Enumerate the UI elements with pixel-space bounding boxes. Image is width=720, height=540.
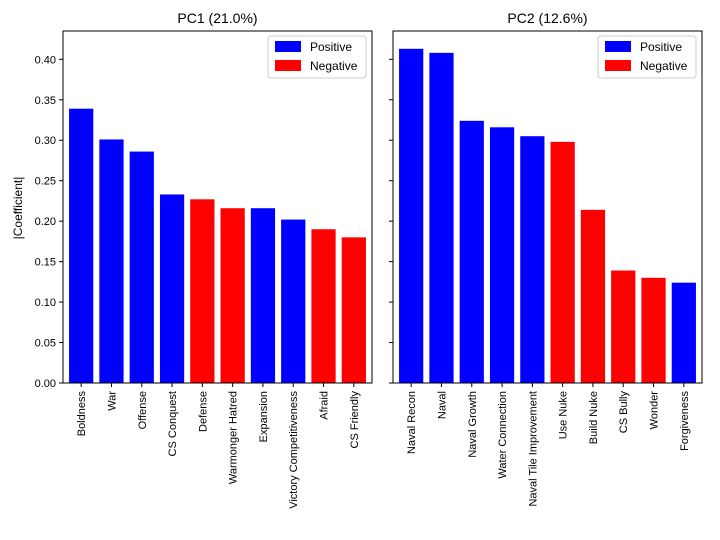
pc1-y-tick-label-0: 0.00 <box>35 378 56 390</box>
pc2-x-tick-label-7: CS Bully <box>618 391 630 434</box>
pc2-panel: PC2 (12.6%) Naval Recon Naval Naval Growth… <box>389 10 703 507</box>
pc1-x-tick-label-1: War <box>106 391 118 411</box>
pc2-legend-negative-label: Negative <box>640 59 688 73</box>
pc2-bar-3 <box>489 127 515 383</box>
y-axis-label: |Coefficient| <box>11 177 25 240</box>
pc1-y-tick-label-4: 0.20 <box>35 216 56 228</box>
pc1-bar-2 <box>129 151 154 383</box>
pc2-title: PC2 (12.6%) <box>507 10 587 26</box>
pc1-x-tick-label-9: CS Friendly <box>349 391 361 449</box>
pc1-x-tick-label-0: Boldness <box>76 391 88 437</box>
pc1-x-tick-label-6: Expansion <box>258 391 270 442</box>
pc1-y-tick-label-6: 0.30 <box>35 135 56 147</box>
pc1-y-tick-label-2: 0.10 <box>35 297 56 309</box>
pc2-x-tick-label-6: Build Nuke <box>588 391 600 444</box>
pc1-title: PC1 (21.0%) <box>177 10 257 26</box>
pc1-legend-negative-swatch <box>275 60 301 71</box>
pc2-x-tick-label-3: Water Connection <box>497 391 509 479</box>
pc1-x-tick-label-7: Victory Competitiveness <box>288 391 300 509</box>
pc1-bar-6 <box>250 208 276 383</box>
pc2-bar-2 <box>459 120 484 384</box>
pc1-bar-0 <box>69 108 94 383</box>
pc2-x-tick-label-1: Naval <box>436 391 448 419</box>
pc1-legend-positive-swatch <box>275 41 301 52</box>
pc1-y-ticks: 0.00 0.05 0.10 0.15 0.20 0.25 0.30 0.35 0.40 <box>35 54 63 390</box>
pc2-legend: Positive Negative <box>597 35 697 79</box>
pc2-x-tick-label-9: Forgiveness <box>679 391 691 451</box>
pc1-legend-positive-label: Positive <box>310 40 352 54</box>
pc2-bar-4 <box>520 136 545 383</box>
pc1-y-tick-label-1: 0.05 <box>35 338 56 350</box>
pc2-legend-positive-label: Positive <box>640 40 682 54</box>
pc1-x-tick-label-8: Afraid <box>319 391 331 420</box>
pc2-x-tick-label-4: Naval Tile Improvement <box>527 391 539 507</box>
pc2-frame <box>392 30 703 384</box>
pc2-bar-9 <box>671 282 696 383</box>
pc2-legend-positive-swatch <box>605 41 631 52</box>
pc2-x-tick-label-2: Naval Growth <box>467 391 479 458</box>
pc1-x-tick-label-2: Offense <box>137 391 149 429</box>
pc2-bar-1 <box>429 52 454 384</box>
pc1-bars <box>69 108 366 383</box>
pc2-x-tick-label-8: Wonder <box>649 391 661 430</box>
pc1-y-tick-label-7: 0.35 <box>35 95 56 107</box>
pc1-bar-7 <box>281 219 306 383</box>
pc1-bar-3 <box>159 194 185 383</box>
pc1-legend: Positive Negative <box>267 35 367 79</box>
pc1-x-tick-label-5: Warmonger Hatred <box>228 391 240 484</box>
pc2-bars <box>399 48 696 384</box>
pc2-bar-8 <box>641 277 666 383</box>
pc2-legend-negative-swatch <box>605 60 631 71</box>
pc1-bar-1 <box>99 139 124 383</box>
pc1-bar-4 <box>190 199 215 383</box>
pc2-y-ticks <box>389 58 393 384</box>
pc1-panel: PC1 (21.0%) 0.00 0.05 0.10 0.15 0.20 0.25 0.30… <box>35 10 373 509</box>
pc1-x-ticks: Boldness War Offense CS Conquest Defense Warm… <box>76 383 361 509</box>
pc1-x-tick-label-3: CS Conquest <box>167 391 179 456</box>
pc2-bar-5 <box>550 141 575 383</box>
pc1-y-tick-label-8: 0.40 <box>35 54 56 66</box>
pc1-y-tick-label-3: 0.15 <box>35 257 56 269</box>
pc1-bar-9 <box>341 237 366 383</box>
pc2-x-ticks: Naval Recon Naval Naval Growth Water Connec… <box>406 383 691 507</box>
pc2-x-tick-label-0: Naval Recon <box>406 391 418 454</box>
pc2-x-tick-label-5: Use Nuke <box>558 391 570 439</box>
pc1-bar-8 <box>311 229 336 383</box>
pc1-bar-5 <box>220 208 245 383</box>
pc1-legend-negative-label: Negative <box>310 59 358 73</box>
pc2-bar-7 <box>611 270 636 383</box>
pc1-y-tick-label-5: 0.25 <box>35 176 56 188</box>
pc2-bar-0 <box>399 48 424 383</box>
pc1-frame <box>62 30 373 384</box>
pc1-x-tick-label-4: Defense <box>197 391 209 432</box>
pc2-bar-6 <box>580 209 606 383</box>
